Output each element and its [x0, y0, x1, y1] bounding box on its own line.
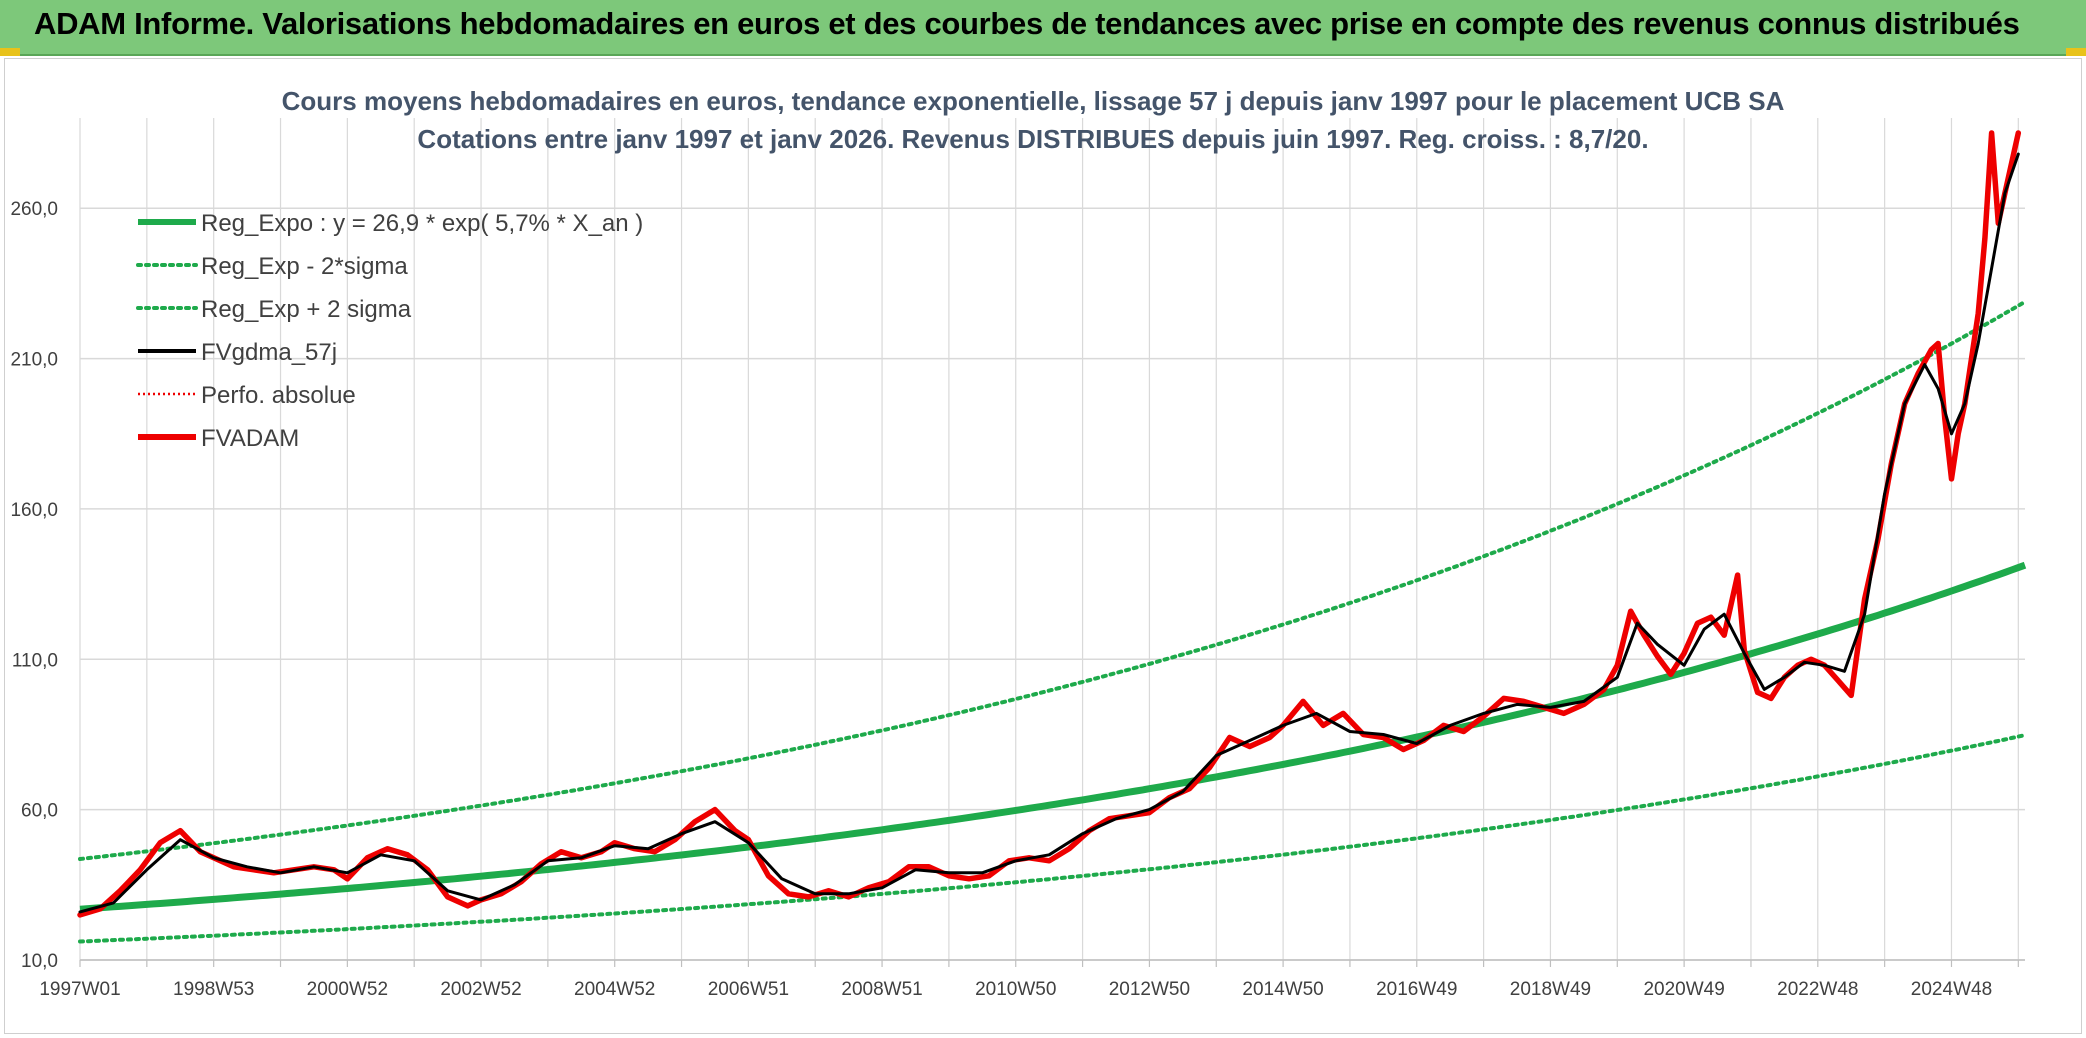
legend-label: Perfo. absolue	[201, 382, 356, 409]
legend: Reg_Expo : y = 26,9 * exp( 5,7% * X_an )…	[136, 210, 643, 452]
y-axis: 10,0 60,0 110,0 160,0 210,0 260,0	[10, 199, 58, 972]
x-tick-label: 2002W52	[440, 979, 521, 1000]
x-tick-label: 2000W52	[307, 979, 388, 1000]
reg-expo-line	[79, 561, 2027, 913]
x-tick-label: 2016W49	[1376, 979, 1457, 1000]
y-tick-label: 110,0	[12, 650, 58, 671]
chart-subtitle: Cotations entre janv 1997 et janv 2026. …	[417, 124, 1648, 154]
x-tick-label: 2022W48	[1777, 979, 1858, 1000]
series-line-fvadam	[77, 130, 2022, 918]
legend-label: FVgdma_57j	[201, 339, 337, 366]
x-tick-label: 2012W50	[1109, 979, 1190, 1000]
report-title: ADAM Informe. Valorisations hebdomadaire…	[34, 6, 2020, 41]
x-tick-label: 2020W49	[1643, 979, 1724, 1000]
x-tick-label: 1998W53	[173, 979, 254, 1000]
banner-accent-left	[0, 48, 20, 56]
x-tick-label: 2024W48	[1911, 979, 1992, 1000]
x-tick-label: 2006W51	[708, 979, 789, 1000]
y-tick-label: 10,0	[21, 951, 58, 972]
x-tick-label: 2014W50	[1242, 979, 1323, 1000]
chart-frame	[4, 58, 2082, 1034]
x-tick-label: 2010W50	[975, 979, 1056, 1000]
legend-label: Reg_Exp + 2 sigma	[201, 296, 412, 323]
x-tick-label: 1997W01	[39, 979, 120, 1000]
series-layer	[77, 130, 2027, 944]
y-tick-label: 260,0	[10, 199, 58, 220]
x-tick-label: 2008W51	[841, 979, 922, 1000]
x-tick-label: 2004W52	[574, 979, 655, 1000]
grid-layer	[79, 118, 2025, 967]
reg-exp-minus-2sigma-line	[78, 733, 2027, 944]
reg-exp-plus-2sigma-line	[78, 299, 2027, 861]
x-axis: 1997W01 1998W53 2000W52 2002W52 2004W52 2006W…	[39, 979, 1992, 1000]
legend-label: FVADAM	[201, 425, 299, 452]
y-tick-label: 60,0	[21, 801, 58, 822]
legend-label: Reg_Exp - 2*sigma	[201, 253, 408, 280]
banner-accent-right	[2066, 48, 2086, 56]
x-tick-label: 2018W49	[1510, 979, 1591, 1000]
legend-label: Reg_Expo : y = 26,9 * exp( 5,7% * X_an )	[201, 210, 643, 237]
y-tick-label: 160,0	[10, 500, 58, 521]
series-line-fvgdma-57j	[78, 152, 2020, 914]
report-banner: ADAM Informe. Valorisations hebdomadaire…	[0, 0, 2086, 56]
chart-title: Cours moyens hebdomadaires en euros, ten…	[282, 86, 1785, 116]
y-tick-label: 210,0	[10, 350, 58, 371]
